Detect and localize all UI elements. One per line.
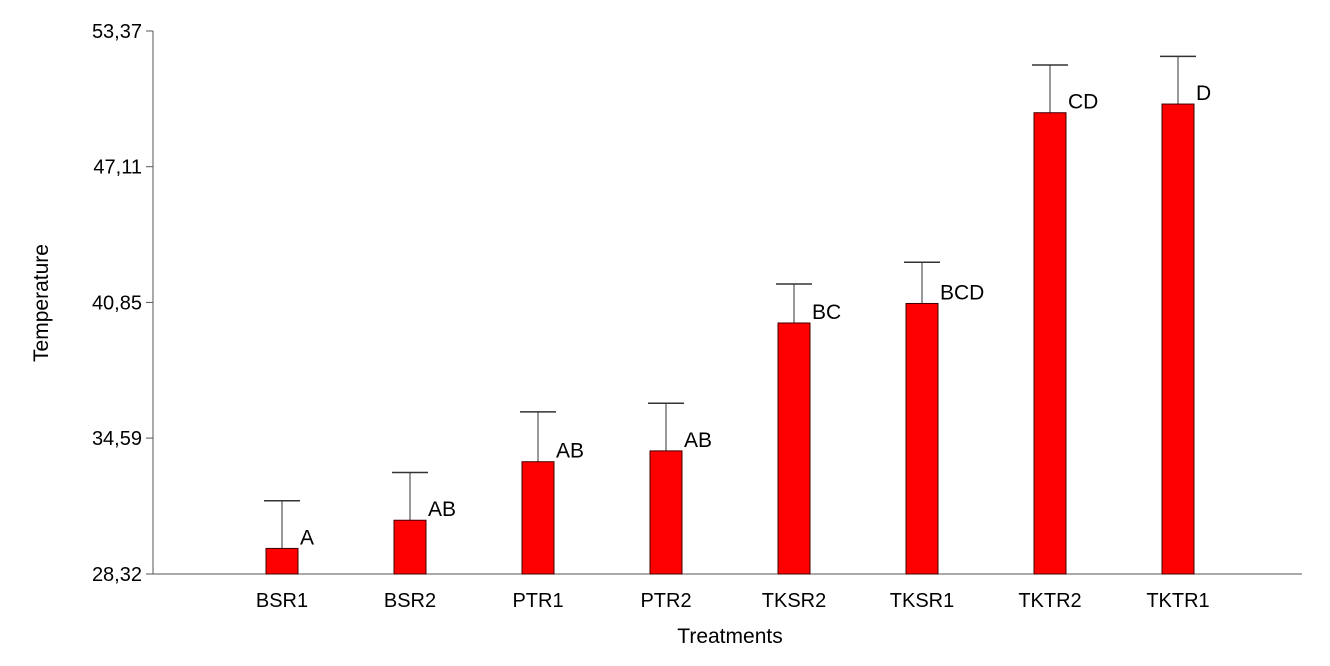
bar xyxy=(1033,112,1067,575)
bar xyxy=(649,450,683,575)
significance-label: BCD xyxy=(940,281,984,304)
y-tick-label: 40,85 xyxy=(92,292,142,314)
x-tick-label: TKSR1 xyxy=(890,590,954,612)
x-tick-label: PTR2 xyxy=(640,590,691,612)
bar xyxy=(265,547,299,575)
significance-label: BC xyxy=(812,301,841,324)
significance-label: AB xyxy=(556,440,584,463)
significance-label: AB xyxy=(428,498,456,521)
axes xyxy=(152,31,1302,575)
y-tick-label: 47,11 xyxy=(93,157,142,179)
y-axis-title: Temperature xyxy=(30,244,53,362)
x-axis-labels: BSR1 BSR2 PTR1 PTR2 TKSR2 TKSR1 TKTR2 TKTR1 xyxy=(256,590,1210,612)
y-tick-label: 34,59 xyxy=(92,428,142,450)
bar xyxy=(393,519,427,575)
significance-label: A xyxy=(300,526,314,549)
significance-label: D xyxy=(1196,82,1211,105)
x-tick-label: TKSR2 xyxy=(762,590,826,612)
y-axis-ticks: 53,37 47,11 40,85 34,59 28,32 xyxy=(92,21,153,586)
y-tick-label: 53,37 xyxy=(92,21,142,43)
x-tick-label: BSR2 xyxy=(384,590,436,612)
bars xyxy=(265,103,1195,575)
x-tick-label: TKTR1 xyxy=(1146,590,1209,612)
bar xyxy=(777,322,811,575)
bar xyxy=(1161,103,1195,575)
significance-labels: A AB AB AB BC BCD CD D xyxy=(300,82,1211,549)
bar xyxy=(521,461,555,575)
significance-label: CD xyxy=(1068,91,1098,114)
bar xyxy=(905,302,939,575)
significance-label: AB xyxy=(684,429,712,452)
x-tick-label: TKTR2 xyxy=(1018,590,1081,612)
error-bars xyxy=(264,55,1196,549)
y-tick-label: 28,32 xyxy=(92,564,142,586)
x-tick-label: BSR1 xyxy=(256,590,308,612)
x-tick-label: PTR1 xyxy=(512,590,563,612)
x-axis-title: Treatments xyxy=(677,625,782,648)
